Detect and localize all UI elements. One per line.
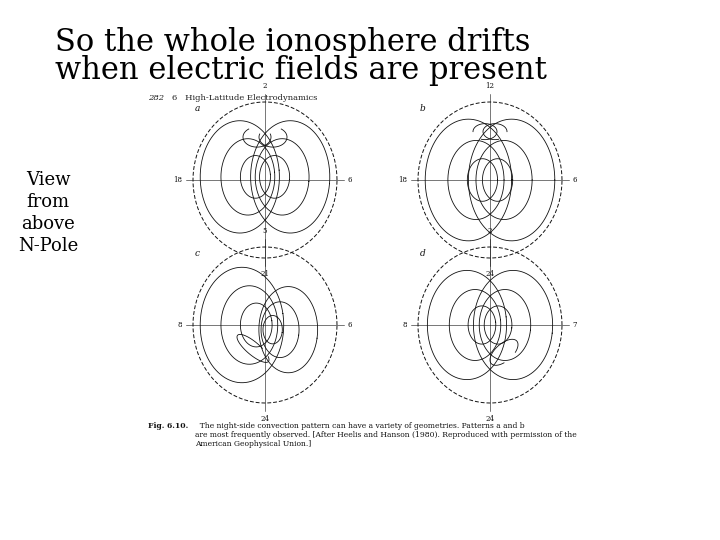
Text: 24: 24 <box>485 415 495 423</box>
Text: 24: 24 <box>485 269 495 278</box>
Text: when electric fields are present: when electric fields are present <box>55 55 547 85</box>
Text: d: d <box>420 249 426 258</box>
Text: 8: 8 <box>178 321 182 329</box>
Text: Fig. 6.10.: Fig. 6.10. <box>148 422 188 430</box>
Text: 2: 2 <box>263 82 267 90</box>
Text: 18: 18 <box>398 176 408 184</box>
Text: 6: 6 <box>348 321 352 329</box>
Text: 6   High-Latitude Electrodynamics: 6 High-Latitude Electrodynamics <box>172 94 318 102</box>
Text: 6: 6 <box>348 176 352 184</box>
Text: 6: 6 <box>573 176 577 184</box>
Text: N-Pole: N-Pole <box>18 237 78 255</box>
Text: from: from <box>27 193 70 211</box>
Text: 7: 7 <box>573 321 577 329</box>
Text: above: above <box>21 215 75 233</box>
Text: 24: 24 <box>261 415 269 423</box>
Text: View: View <box>26 171 71 189</box>
Text: 18: 18 <box>174 176 182 184</box>
Text: 12: 12 <box>485 82 495 90</box>
Text: c: c <box>195 249 200 258</box>
Text: 2: 2 <box>487 227 492 235</box>
Text: 282: 282 <box>148 94 164 102</box>
Text: b: b <box>420 104 426 113</box>
Text: The night-side convection pattern can have a variety of geometries. Patterns a a: The night-side convection pattern can ha… <box>195 422 577 448</box>
Text: 21: 21 <box>261 269 269 278</box>
Text: 8: 8 <box>402 321 408 329</box>
Text: 5: 5 <box>263 227 267 235</box>
Text: a: a <box>195 104 200 113</box>
Text: So the whole ionosphere drifts: So the whole ionosphere drifts <box>55 26 531 57</box>
